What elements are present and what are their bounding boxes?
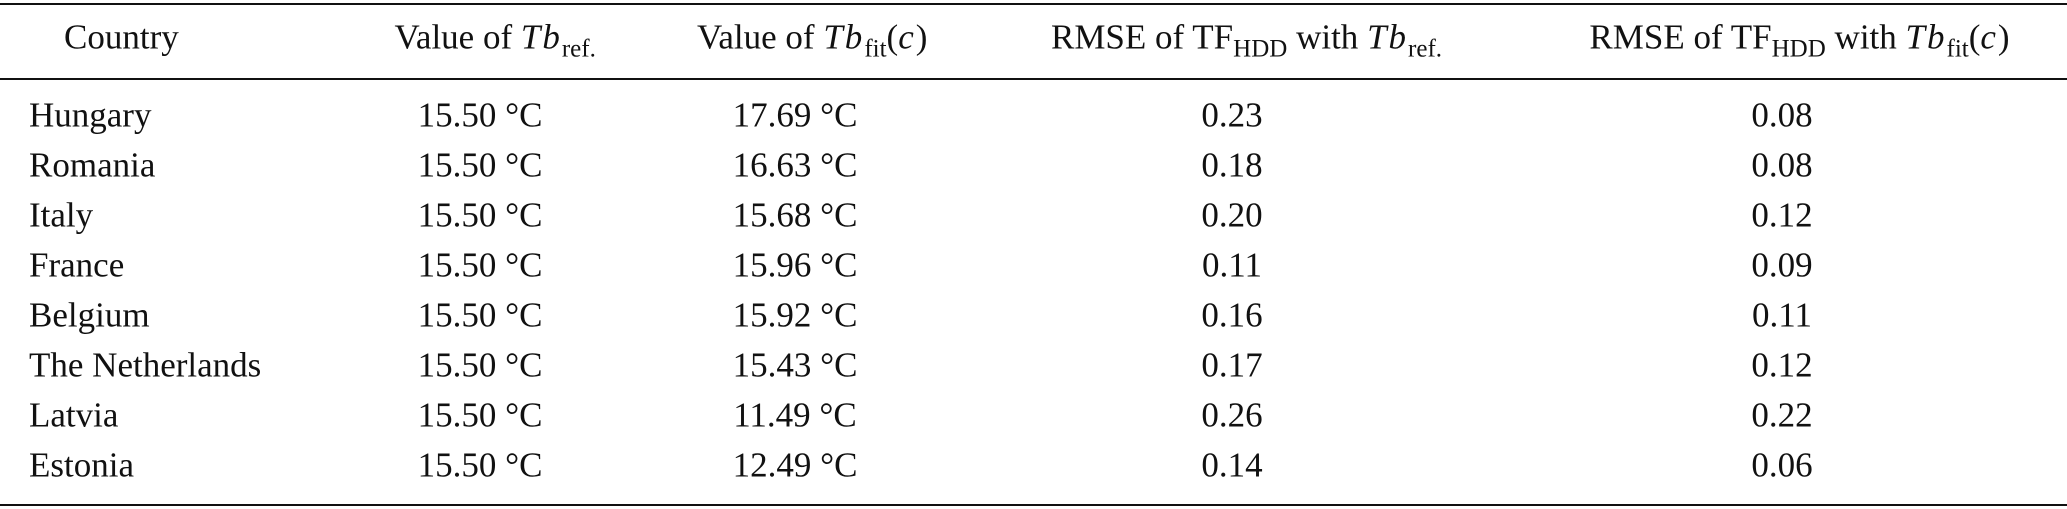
value-cell: 0.20 (1201, 195, 1263, 235)
country-cell: Italy (29, 195, 94, 235)
value-cell: 15.68 °C (732, 195, 858, 235)
bottom-rule (0, 504, 2067, 506)
country-cell: Hungary (29, 95, 152, 135)
header-text: ( (1968, 17, 1981, 57)
header-cell: RMSE of TFHDD with Tbfit(c) (1554, 0, 2009, 90)
value-cell: 15.50 °C (417, 245, 543, 285)
header-text: with (1825, 17, 1906, 57)
value-cell: 15.96 °C (732, 245, 858, 285)
value-cell: 0.11 (1752, 295, 1812, 335)
header-subscript: HDD (1771, 35, 1826, 63)
header-subscript: fit (864, 35, 887, 63)
country-cell: Belgium (29, 295, 150, 335)
header-subscript: ref. (561, 35, 596, 63)
top-rule (0, 3, 2067, 5)
header-cell: Value of Tbfit(c) (663, 0, 928, 90)
value-cell: 0.23 (1201, 95, 1263, 135)
value-cell: 15.50 °C (417, 95, 543, 135)
header-text: Value of (696, 17, 824, 57)
header-math: Tb (1367, 17, 1409, 57)
value-cell: 15.43 °C (732, 345, 858, 385)
header-subscript: fit (1946, 35, 1969, 63)
value-cell: 15.50 °C (417, 345, 543, 385)
value-cell: 0.12 (1751, 345, 1813, 385)
value-cell: 15.50 °C (417, 295, 543, 335)
value-cell: 0.16 (1201, 295, 1263, 335)
header-cell: Value of Tbref. (360, 0, 596, 90)
value-cell: 0.22 (1751, 395, 1813, 435)
header-math: c (898, 17, 916, 57)
header-text: ( (886, 17, 899, 57)
value-cell: 0.17 (1201, 345, 1263, 385)
header-cell: Country (29, 0, 179, 90)
value-cell: 0.14 (1201, 445, 1263, 485)
header-text: with (1287, 17, 1368, 57)
value-cell: 17.69 °C (732, 95, 858, 135)
country-cell: The Netherlands (29, 345, 262, 385)
value-cell: 0.18 (1201, 145, 1263, 185)
value-cell: 16.63 °C (732, 145, 858, 185)
value-cell: 15.92 °C (732, 295, 858, 335)
value-cell: 0.11 (1202, 245, 1262, 285)
value-cell: 15.50 °C (417, 195, 543, 235)
header-text: RMSE of TF (1050, 17, 1234, 57)
header-text: ) (1997, 17, 2010, 57)
header-subscript: ref. (1408, 35, 1443, 63)
value-cell: 0.08 (1751, 145, 1813, 185)
value-cell: 0.08 (1751, 95, 1813, 135)
header-math: Tb (823, 17, 865, 57)
value-cell: 15.50 °C (417, 145, 543, 185)
value-cell: 0.09 (1751, 245, 1813, 285)
value-cell: 15.50 °C (417, 395, 543, 435)
value-cell: 12.49 °C (732, 445, 858, 485)
header-cell: RMSE of TFHDD with Tbref. (1016, 0, 1442, 90)
header-subscript: HDD (1233, 35, 1288, 63)
value-cell: 0.12 (1751, 195, 1813, 235)
header-math: c (1980, 17, 1998, 57)
header-text: ) (915, 17, 928, 57)
value-cell: 15.50 °C (417, 445, 543, 485)
country-cell: France (29, 245, 125, 285)
header-math: Tb (1905, 17, 1947, 57)
header-rule (0, 78, 2067, 80)
value-cell: 0.06 (1751, 445, 1813, 485)
header-text: Country (64, 17, 179, 57)
country-cell: Estonia (29, 445, 134, 485)
value-cell: 0.26 (1201, 395, 1263, 435)
country-cell: Romania (29, 145, 156, 185)
value-cell: 11.49 °C (733, 395, 857, 435)
header-text: RMSE of TF (1589, 17, 1772, 57)
country-cell: Latvia (29, 395, 119, 435)
header-text: Value of (394, 17, 521, 57)
header-math: Tb (520, 17, 562, 57)
